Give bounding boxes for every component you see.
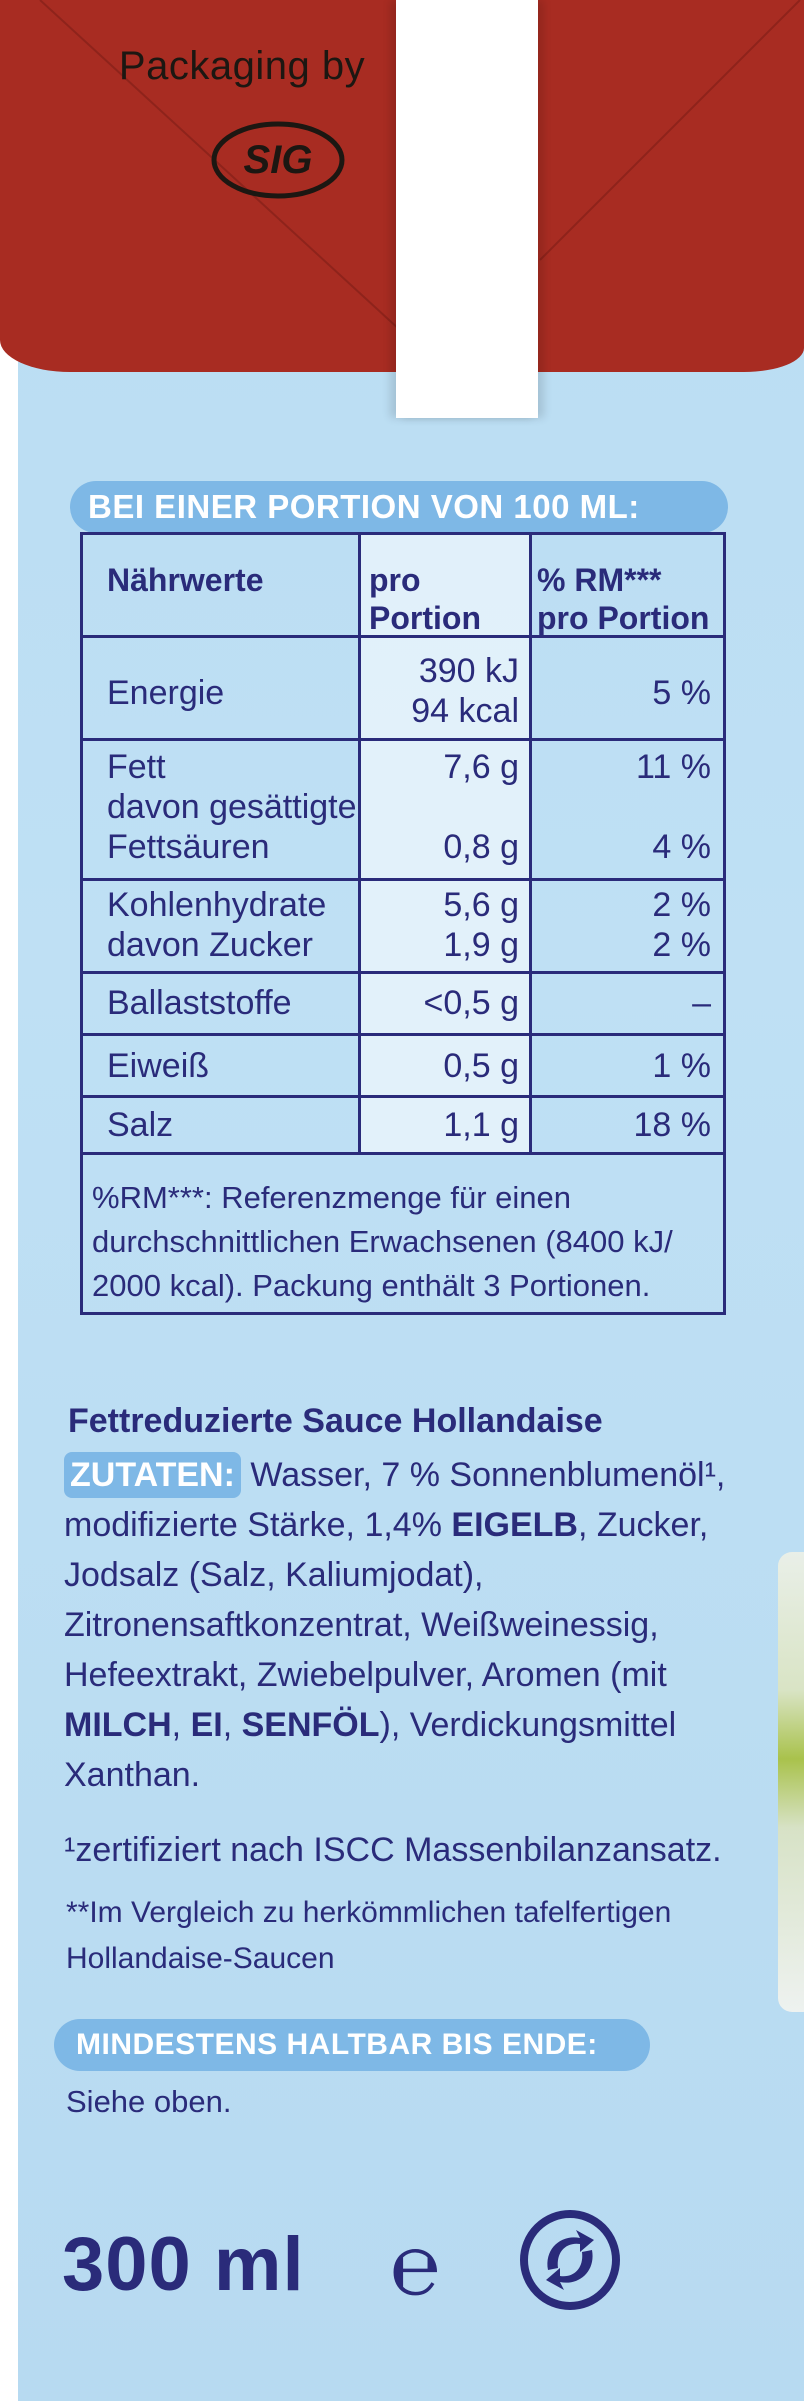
allergen: SENFÖL	[241, 1706, 380, 1744]
ingredients-separator: ,	[222, 1706, 242, 1744]
allergen: MILCH	[64, 1706, 172, 1744]
comparison-note: **Im Vergleich zu herkömmlichen tafelfer…	[66, 1896, 672, 1975]
white-seal-strip	[396, 0, 538, 418]
nutrient-name: Eiweiß	[107, 1047, 210, 1085]
packaging-by-text: Packaging by	[118, 44, 366, 88]
allergen: EIGELB	[451, 1506, 578, 1544]
iscc-note: ¹zertifiziert nach ISCC Massenbilanzansa…	[64, 1831, 722, 1869]
ingredients-label: ZUTATEN:	[64, 1452, 241, 1498]
best-before-text: Siehe oben.	[66, 2084, 232, 2119]
nutrient-value: 7,6 g 0,8 g	[443, 748, 519, 866]
nutrient-rm: 1 %	[652, 1047, 711, 1085]
green-dot-icon	[520, 2210, 620, 2310]
nutrient-name: Ballaststoffe	[107, 984, 292, 1022]
sig-logo: SIG	[208, 118, 348, 202]
nutrient-value: 5,6 g 1,9 g	[443, 886, 519, 964]
nutrient-name: Fett davon gesättigte Fettsäuren	[107, 748, 357, 866]
nutrition-table: Nährwerte pro Portion % RM*** pro Portio…	[80, 532, 726, 1315]
nutrient-value: <0,5 g	[423, 984, 519, 1022]
row-divider	[83, 738, 723, 741]
row-divider	[83, 1152, 723, 1155]
nutrient-rm: 5 %	[652, 674, 711, 712]
sig-logo-text: SIG	[243, 138, 313, 182]
nutrient-rm: 18 %	[633, 1106, 712, 1144]
sig-logo-oval	[211, 121, 345, 199]
ingredients-part: , Zucker, Jodsalz (Salz, Kaliumjodat), Z…	[64, 1506, 709, 1694]
nutrient-rm: 11 % 4 %	[636, 748, 711, 866]
ingredients-text: ZUTATEN: Wasser, 7 % Sonnenblumenöl¹, mo…	[64, 1450, 764, 1800]
carton-fold-lines	[39, 0, 801, 331]
header-rm: % RM*** pro Portion	[537, 562, 710, 636]
volume-label: 300 ml	[62, 2222, 305, 2307]
best-before-heading: MINDESTENS HALTBAR BIS ENDE:	[54, 2019, 650, 2071]
ingredients-part: Wasser, 7 % Sonnenblumenöl¹, modifiziert…	[64, 1456, 726, 1544]
nutrient-value: 390 kJ 94 kcal	[411, 652, 519, 730]
nutrient-name: Energie	[107, 674, 225, 712]
column-divider	[358, 535, 361, 1152]
row-divider	[83, 878, 723, 881]
header-per-portion: pro Portion	[369, 562, 481, 636]
estimated-sign: ℮	[390, 2216, 441, 2314]
serving-suggestion-image-edge	[778, 1552, 804, 2012]
nutrient-name: Kohlenhydrate davon Zucker	[107, 886, 327, 964]
row-divider	[83, 1033, 723, 1036]
row-divider	[83, 1095, 723, 1098]
nutrient-rm: 2 % 2 %	[652, 886, 711, 964]
nutrition-footnote: %RM***: Referenzmenge für einen durchsch…	[92, 1180, 673, 1303]
nutrient-value: 0,5 g	[443, 1047, 519, 1085]
header-name: Nährwerte	[107, 562, 264, 598]
row-divider	[83, 635, 723, 638]
ingredients-part: ), Verdickungsmittel Xanthan.	[64, 1706, 677, 1794]
column-divider	[529, 535, 532, 1152]
portion-heading: BEI EINER PORTION VON 100 ML:	[70, 481, 728, 533]
allergen: EI	[190, 1706, 223, 1744]
product-name: Fettreduzierte Sauce Hollandaise	[68, 1402, 603, 1440]
nutrient-value: 1,1 g	[443, 1106, 519, 1144]
row-divider	[83, 971, 723, 974]
nutrient-rm: –	[692, 984, 711, 1022]
nutrient-name: Salz	[107, 1106, 174, 1144]
ingredients-separator: ,	[171, 1706, 191, 1744]
